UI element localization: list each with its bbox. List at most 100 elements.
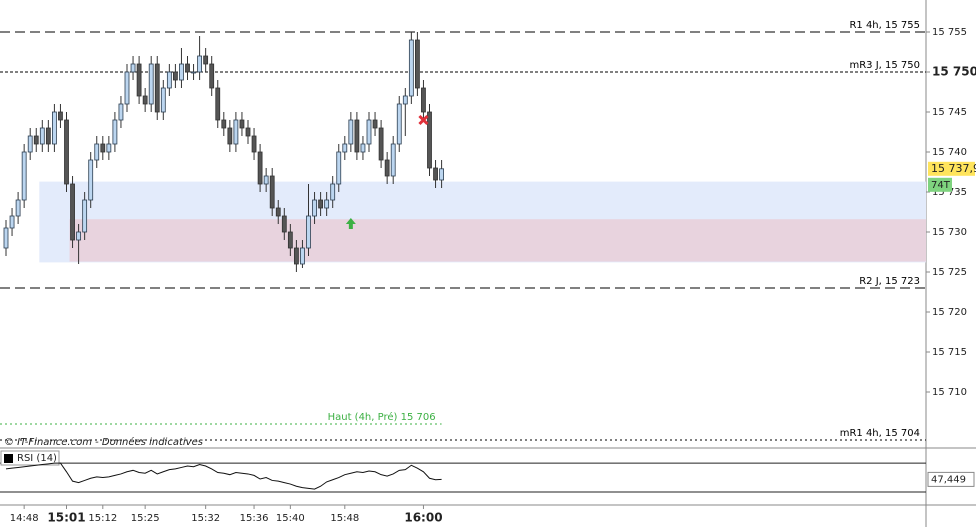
candle-body bbox=[439, 168, 445, 181]
candle-body bbox=[330, 183, 336, 201]
candle-body bbox=[82, 199, 88, 233]
candle-body bbox=[76, 231, 81, 241]
y-tick-label: 15 740 bbox=[932, 147, 967, 158]
candle-body bbox=[287, 231, 293, 249]
candle-body bbox=[293, 247, 299, 265]
y-tick-label: 15 720 bbox=[932, 307, 967, 318]
sell-marker bbox=[418, 114, 429, 126]
candle-body bbox=[348, 119, 354, 145]
candle-body bbox=[185, 63, 190, 73]
candle-body bbox=[39, 127, 45, 145]
candle-body bbox=[100, 143, 106, 153]
buy-marker bbox=[345, 218, 356, 229]
candle-body bbox=[227, 127, 233, 145]
candle-body bbox=[9, 215, 15, 229]
candle-body bbox=[312, 199, 317, 217]
candle-body bbox=[33, 135, 39, 145]
candle-body bbox=[354, 119, 360, 153]
candle-body bbox=[27, 135, 33, 153]
candle-body bbox=[336, 151, 342, 185]
x-tick-label: 14:48 bbox=[10, 513, 39, 524]
candle-body bbox=[318, 199, 324, 209]
candle-body bbox=[427, 111, 432, 169]
candle-body bbox=[52, 111, 57, 145]
candle-body bbox=[58, 111, 63, 121]
candle-body bbox=[160, 87, 166, 113]
candle-body bbox=[342, 143, 348, 153]
candle-body bbox=[372, 119, 378, 129]
x-tick-label: 15:36 bbox=[240, 513, 269, 524]
level-label: Haut (4h, Pré) 15 706 bbox=[328, 411, 436, 423]
volume-label: 74T bbox=[931, 180, 951, 191]
candle-body bbox=[112, 119, 118, 145]
candle-body bbox=[197, 55, 203, 73]
x-tick-label: 15:25 bbox=[131, 513, 160, 524]
candle-body bbox=[275, 207, 281, 217]
candle-body bbox=[306, 215, 311, 249]
candle-body bbox=[209, 63, 215, 89]
candle-body bbox=[191, 71, 196, 74]
candle-body bbox=[421, 87, 426, 113]
x-tick-label: 16:00 bbox=[404, 511, 442, 525]
candle-body bbox=[118, 103, 124, 121]
candle-body bbox=[45, 127, 51, 145]
candle-body bbox=[396, 103, 402, 145]
rsi-label: RSI (14) bbox=[17, 453, 57, 464]
level-label: R2 J, 15 723 bbox=[859, 276, 920, 287]
footer: © IT-Finance.com - Données indicatives bbox=[4, 436, 203, 448]
candle-body bbox=[269, 175, 275, 209]
candle-body bbox=[142, 95, 148, 105]
candle-body bbox=[94, 143, 100, 161]
candle-body bbox=[257, 151, 263, 185]
candle-body bbox=[64, 119, 69, 185]
candle-body bbox=[239, 119, 245, 129]
candle-body bbox=[21, 151, 27, 201]
candle-body bbox=[124, 71, 130, 105]
candle-body bbox=[88, 159, 94, 201]
candle-body bbox=[106, 143, 112, 153]
level-label: R1 4h, 15 755 bbox=[849, 20, 920, 31]
price-box bbox=[928, 161, 975, 176]
candle-body bbox=[366, 119, 372, 145]
candle-body bbox=[166, 71, 172, 89]
candle-body bbox=[384, 159, 390, 177]
y-tick-label: 15 735 bbox=[932, 187, 967, 198]
rsi-swatch bbox=[4, 454, 13, 463]
x-tick-label: 15:32 bbox=[191, 513, 220, 524]
level-label: mR3 J, 15 750 bbox=[849, 60, 920, 71]
candle-body bbox=[251, 135, 257, 153]
zones bbox=[39, 181, 927, 263]
x-tick-label: 15:48 bbox=[330, 513, 359, 524]
y-tick-label: 15 730 bbox=[932, 227, 967, 238]
price-label: 15 737,9 bbox=[931, 162, 976, 175]
candle-body bbox=[179, 63, 184, 81]
y-tick-label: 15 750 bbox=[932, 65, 976, 79]
candle-body bbox=[390, 143, 396, 177]
candle-body bbox=[433, 167, 438, 181]
plot: R1 4h, 15 755 mR3 J, 15 750 R2 J, 15 723 Ha… bbox=[0, 20, 926, 441]
rsi-value-box bbox=[927, 471, 975, 487]
y-tick-label: 15 710 bbox=[932, 387, 967, 398]
candle-body bbox=[215, 87, 221, 121]
candle-body bbox=[300, 247, 305, 265]
rsi-value-label: 47,449 bbox=[931, 474, 966, 485]
candle-body bbox=[281, 215, 287, 233]
x-tick-label: 15:01 bbox=[47, 511, 85, 525]
rsi-line bbox=[5, 462, 442, 490]
y-tick-label: 15 755 bbox=[932, 27, 967, 38]
candle-body bbox=[172, 71, 178, 81]
candle-body bbox=[221, 119, 227, 129]
candle-body bbox=[263, 175, 269, 185]
candle-body bbox=[148, 63, 154, 105]
candle-body bbox=[414, 39, 420, 89]
rsi-label-box bbox=[0, 450, 60, 466]
candle-body bbox=[203, 55, 209, 65]
candle-body bbox=[324, 199, 330, 209]
candle-body bbox=[408, 39, 414, 97]
zone bbox=[69, 219, 927, 262]
x-tick-label: 15:40 bbox=[276, 513, 305, 524]
candle-body bbox=[3, 227, 9, 249]
candle-body bbox=[15, 199, 21, 217]
volume-box bbox=[928, 177, 952, 192]
candle-body bbox=[136, 63, 142, 97]
